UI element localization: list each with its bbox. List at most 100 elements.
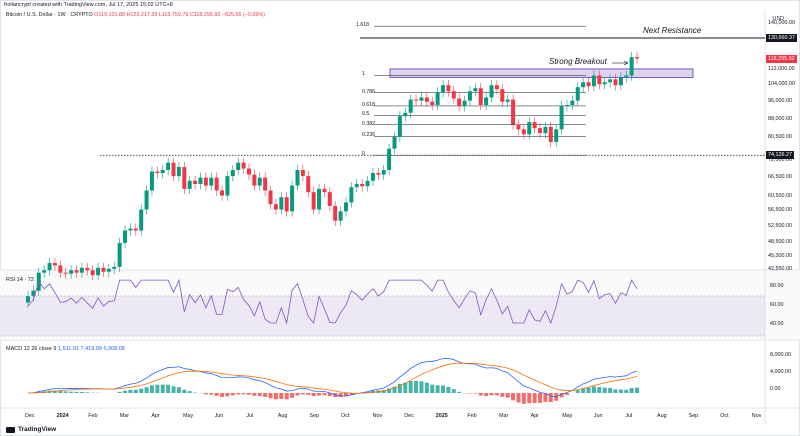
time-axis-label: Oct [341,413,350,419]
tradingview-logo[interactable]: TradingView [6,426,56,433]
macd-histogram-bar [403,382,408,393]
last-price-tag[interactable]: 118,295.92 [766,54,797,63]
candle-body [564,104,569,107]
support-price-tag[interactable]: 74,126.27 [766,151,794,160]
candle-body [602,82,607,85]
macd-legend[interactable]: MACD 12 26 close 9 1,511.91 7,419.99 5,9… [6,346,125,352]
candle-body [446,85,451,92]
macd-histogram-bar [139,388,144,393]
macd-histogram-bar [171,386,176,393]
candle-body [133,228,138,231]
currency-label[interactable]: USD [772,16,784,22]
macd-histogram-bar [521,393,526,404]
price-axis-label: 112,000.00 [768,65,795,72]
price-axis-label: 52,500.00 [768,222,792,229]
macd-histogram-bar [263,393,268,397]
candle-body [198,177,203,184]
fib-level-label: 0.618 [362,101,375,108]
time-axis-label: Jun [214,413,224,419]
macd-histogram-bar [85,392,90,393]
macd-legend-values: 1,511.91 7,419.99 5,908.08 [57,346,125,352]
price-axis-label: 72,000.00 [768,157,792,164]
fib-level-label: 1 [362,71,365,78]
candle-body [182,167,187,189]
macd-histogram-bar [478,393,483,396]
candle-body [193,180,198,184]
rsi-legend[interactable]: RSI 14 · 72 [6,277,34,283]
macd-histogram-bar [586,387,591,393]
macd-histogram-bar [338,393,343,397]
fib-level-label: 0.236 [362,132,375,139]
price-axis-label: 96,000.00 [768,97,792,104]
candle-body [559,106,564,130]
time-axis-label: May [183,413,194,419]
candle-body [279,197,284,210]
macd-histogram-bar [241,393,246,395]
candle-body [306,176,311,193]
price-axis-label: 140,000.00 [768,19,795,26]
candle-body [74,270,79,273]
macd-histogram-bar [538,393,543,403]
candle-body [500,89,505,102]
candle-body [575,87,580,101]
candle-body [430,101,435,105]
macd-histogram-bar [559,393,564,398]
candle-body [112,266,117,269]
time-axis-label: May [562,413,573,419]
candle-body [42,270,47,273]
candle-body [241,162,246,169]
macd-histogram-bar [548,393,553,403]
candle-body [618,77,623,86]
macd-histogram-bar [236,393,241,395]
price-axis-label: 104,000.00 [768,81,795,88]
time-axis-label: Mar [499,413,509,419]
macd-histogram-bar [397,383,402,393]
candle-body [635,57,640,59]
candle-body [273,204,278,210]
candle-body [532,122,537,129]
candle-body [123,230,128,243]
candle-body [548,126,553,143]
candle-body [101,267,106,272]
candle-body [317,188,322,210]
macd-histogram-bar [511,393,516,401]
time-axis-label: Dec [25,413,35,419]
candle-body [489,85,494,98]
candle-body [608,79,613,83]
candle-body [586,82,591,87]
candle-body [252,174,257,186]
macd-histogram-bar [602,387,607,393]
macd-histogram-bar [220,393,225,397]
time-axis-label: Aug [657,413,667,419]
candle-body [554,129,559,143]
macd-histogram-bar [629,388,634,393]
macd-histogram-bar [532,393,537,403]
time-axis-label: Feb [88,413,98,419]
candle-body [397,116,402,137]
candle-body [338,211,343,221]
candle-body [85,267,90,271]
rsi-axis-label: 60.00 [770,302,784,308]
candle-body [187,180,192,189]
price-axis-label: 88,000.00 [768,115,792,122]
macd-histogram-bar [608,388,613,393]
rsi-legend-text: RSI 14 · 72 [6,277,34,283]
candle-body [570,100,575,105]
candle-body [354,183,359,188]
macd-histogram-bar [279,393,284,399]
macd-histogram-bar [176,387,181,393]
candle-body [527,122,532,135]
candle-body [365,180,370,187]
time-axis-label: Apr [530,413,539,419]
candle-body [478,88,483,105]
macd-histogram-bar [203,393,208,395]
time-axis-label: 2024 [56,413,69,419]
symbol-legend[interactable]: Bitcoin / U.S. Dollar · 1W · CRYPTO O119… [6,12,265,18]
macd-histogram-bar [306,393,311,395]
resistance-price-tag[interactable]: 130,660.37 [766,33,797,42]
candle-body [63,272,68,274]
macd-histogram-bar [317,393,322,396]
macd-histogram-bar [273,393,278,400]
price-axis-label: 56,500.00 [768,207,792,214]
